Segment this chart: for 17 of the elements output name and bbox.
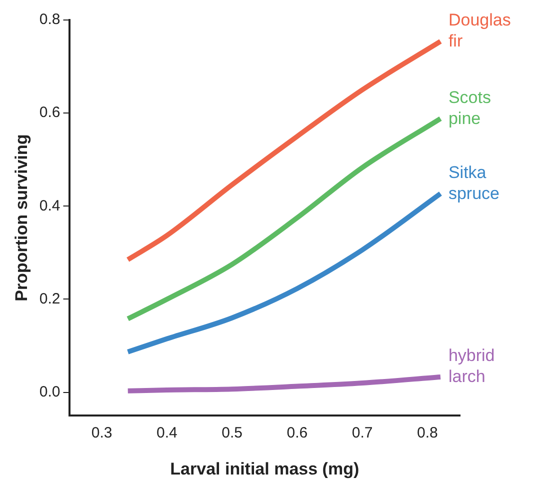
- y-axis-title: Proportion surviving: [12, 134, 31, 302]
- x-tick-label: 0.8: [417, 424, 438, 442]
- y-tick-label: 0.8: [39, 11, 60, 28]
- y-tick-label: 0.4: [39, 197, 60, 214]
- series-label: Scots pine: [448, 88, 491, 128]
- x-tick-label: 0.4: [156, 424, 178, 442]
- y-tick-label: 0.6: [39, 104, 60, 122]
- x-axis-title: Larval initial mass (mg): [170, 459, 360, 478]
- x-tick-label: 0.3: [91, 424, 112, 442]
- series-label: hybrid larch: [448, 346, 495, 386]
- x-tick-label: 0.5: [222, 424, 242, 442]
- x-tick-label: 0.6: [286, 424, 308, 442]
- y-tick-label: 0.2: [39, 290, 60, 308]
- x-tick-label: 0.7: [352, 424, 373, 442]
- series-label: Sitka spruce: [448, 162, 500, 203]
- y-tick-label: 0.0: [39, 383, 60, 400]
- series-label: Douglas fir: [448, 10, 511, 51]
